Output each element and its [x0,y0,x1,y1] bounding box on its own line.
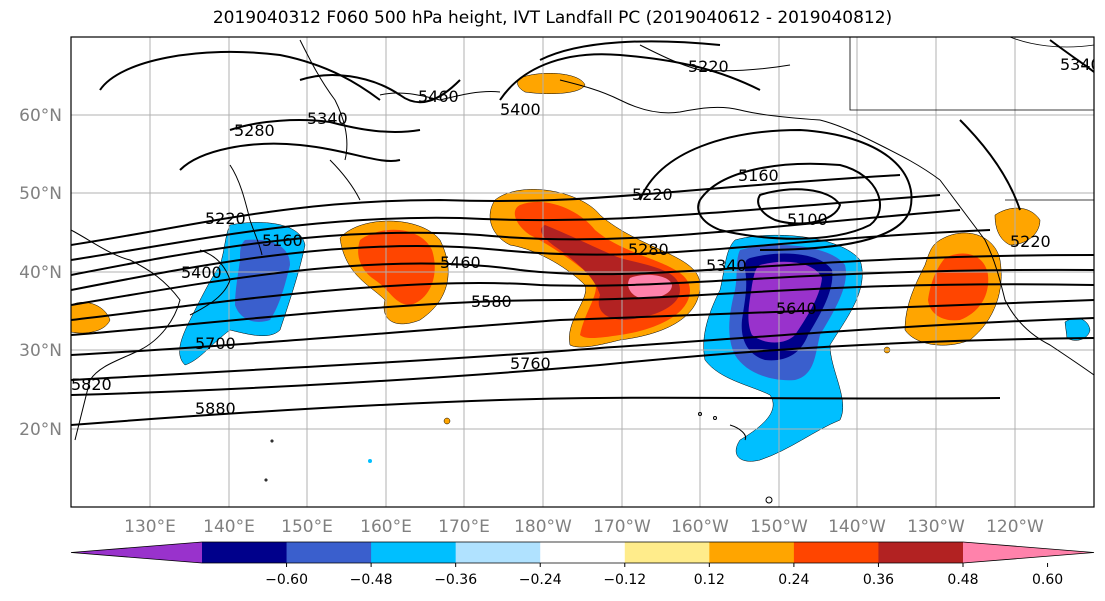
colorbar-swatch [455,542,541,563]
gridlines [71,37,1094,507]
contour-label: 5160 [738,166,779,185]
contour-label: 5400 [181,263,222,282]
contour-label: 5640 [776,299,817,318]
contour-label: 5160 [262,231,303,250]
lat-label: 20°N [19,420,62,440]
lon-label: 120°W [986,517,1044,537]
contour-label: 5580 [471,292,512,311]
lon-label: 130°E [124,517,176,537]
lat-label: 30°N [19,341,62,361]
contour-label: 5820 [71,375,112,394]
colorbar-swatch [371,542,457,563]
colorbar-tick-label: −0.12 [603,572,646,588]
colorbar-tick-label: 0.24 [778,572,809,588]
lon-label: 150°E [281,517,333,537]
latitude-labels: 60°N 50°N 40°N 30°N 20°N [19,106,62,440]
colorbar-tick-label: −0.60 [265,572,308,588]
contour-label: 5280 [234,121,275,140]
lon-label: 150°W [750,517,808,537]
colorbar-swatch [286,542,372,563]
colorbar-swatch [202,542,288,563]
colorbar-tick-label: 0.12 [694,572,725,588]
contour-label: 5460 [418,87,459,106]
contour-label: 5220 [632,185,673,204]
contour-label: 5220 [1010,232,1051,251]
colorbar-tick-label: −0.36 [434,572,477,588]
colorbar-swatch [540,542,626,563]
chart-title: 2019040312 F060 500 hPa height, IVT Land… [212,8,893,28]
contour-label: 5340 [1060,55,1101,74]
lon-label: 160°E [360,517,412,537]
colorbar-tick-label: −0.24 [519,572,562,588]
colorbar-tick-label: 0.60 [1032,572,1063,588]
colorbar-swatch [793,542,879,563]
lat-label: 40°N [19,263,62,283]
lat-label: 50°N [19,184,62,204]
contour-label: 5460 [440,253,481,272]
colorbar-swatch [624,542,710,563]
contour-label: 5220 [688,57,729,76]
colorbar-extend-min [71,542,202,563]
contour-label: 5880 [195,399,236,418]
lat-label: 60°N [19,106,62,126]
colorbar-tick-label: 0.48 [947,572,978,588]
height-contours [71,39,1094,426]
colorbar-outline [70,541,1095,564]
contour-label: 5700 [195,334,236,353]
contour-label: 5400 [500,100,541,119]
lon-label: 140°E [203,517,255,537]
contour-label: 5220 [205,209,246,228]
lon-label: 140°W [828,517,886,537]
colorbar-extend-max [963,542,1094,563]
colorbar-swatch [878,542,964,563]
coastlines [71,37,1094,504]
lon-label: 170°W [593,517,651,537]
contour-label: 5340 [307,109,348,128]
colorbar-swatch [709,542,795,563]
colorbar-tick-label: −0.48 [350,572,393,588]
contour-label: 5280 [628,240,669,259]
lon-label: 170°E [438,517,490,537]
colorbar-tick-label: 0.36 [863,572,894,588]
lon-label: 130°W [907,517,965,537]
contour-label: 5760 [510,354,551,373]
lon-label: 160°W [671,517,729,537]
contour-label: 5340 [706,256,747,275]
colorbar: −0.60 −0.48 −0.36 −0.24 −0.12 0.12 0.24 0.36 0.4… [70,541,1095,588]
map-frame [70,36,1095,508]
longitude-labels: 130°E 140°E 150°E 160°E 170°E 180°W 170°… [124,517,1044,537]
contour-labels: 5280 5340 5460 5400 5220 5160 5220 5160 … [71,55,1101,418]
lon-label: 180°W [514,517,572,537]
contour-label: 5100 [787,210,828,229]
